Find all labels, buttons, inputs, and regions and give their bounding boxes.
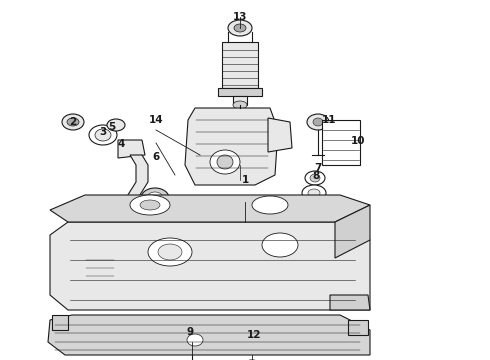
Text: 13: 13 — [233, 12, 247, 22]
Polygon shape — [50, 195, 370, 222]
Polygon shape — [52, 315, 68, 330]
Ellipse shape — [310, 174, 320, 182]
Ellipse shape — [89, 125, 117, 145]
Polygon shape — [322, 120, 360, 165]
Ellipse shape — [228, 20, 252, 36]
Ellipse shape — [217, 155, 233, 169]
Ellipse shape — [147, 192, 163, 204]
Ellipse shape — [234, 24, 246, 32]
Polygon shape — [93, 155, 148, 258]
Ellipse shape — [67, 118, 79, 126]
Ellipse shape — [302, 185, 326, 201]
Polygon shape — [233, 96, 247, 105]
Ellipse shape — [130, 195, 170, 215]
Polygon shape — [185, 108, 278, 185]
Polygon shape — [82, 250, 115, 285]
Text: 9: 9 — [187, 327, 194, 337]
Text: 11: 11 — [322, 114, 337, 125]
Ellipse shape — [187, 334, 203, 346]
Ellipse shape — [141, 188, 169, 208]
Polygon shape — [48, 315, 370, 355]
Text: 12: 12 — [246, 330, 261, 340]
Ellipse shape — [62, 114, 84, 130]
Ellipse shape — [107, 119, 125, 131]
Ellipse shape — [158, 244, 182, 260]
Text: 2: 2 — [69, 117, 76, 127]
Ellipse shape — [308, 189, 320, 197]
Text: 5: 5 — [108, 122, 115, 132]
Ellipse shape — [307, 114, 329, 130]
Polygon shape — [335, 205, 370, 258]
Text: 10: 10 — [350, 136, 365, 146]
Polygon shape — [222, 42, 258, 88]
Polygon shape — [268, 118, 292, 152]
Ellipse shape — [313, 118, 323, 126]
Ellipse shape — [233, 101, 247, 109]
Polygon shape — [118, 140, 145, 158]
Ellipse shape — [262, 233, 298, 257]
Ellipse shape — [210, 150, 240, 174]
Text: 1: 1 — [242, 175, 248, 185]
Text: 7: 7 — [314, 163, 321, 174]
Text: 3: 3 — [99, 127, 106, 138]
Polygon shape — [330, 295, 370, 310]
Ellipse shape — [140, 200, 160, 210]
Polygon shape — [348, 320, 368, 335]
Polygon shape — [50, 222, 370, 310]
Text: 6: 6 — [152, 152, 159, 162]
Text: 4: 4 — [118, 139, 125, 149]
Text: 14: 14 — [148, 114, 163, 125]
Ellipse shape — [95, 129, 111, 141]
Ellipse shape — [148, 238, 192, 266]
Ellipse shape — [252, 196, 288, 214]
Ellipse shape — [305, 171, 325, 185]
Text: 8: 8 — [312, 171, 319, 181]
Polygon shape — [218, 88, 262, 96]
